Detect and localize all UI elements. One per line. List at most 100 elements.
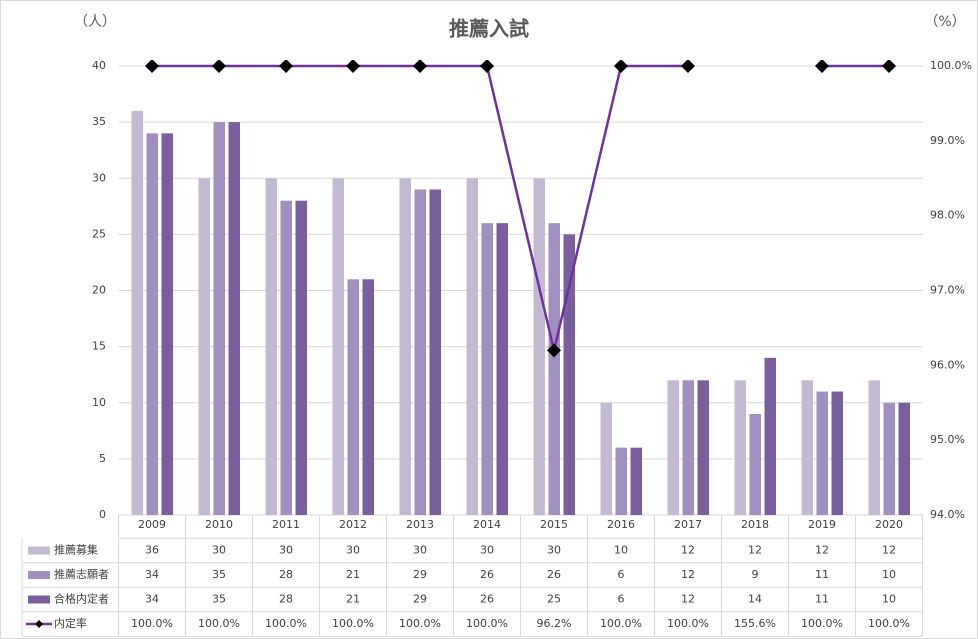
y2-tick-label: 98.0% [930, 209, 965, 222]
y-tick-label: 20 [92, 284, 106, 297]
table-cell: 11 [815, 568, 829, 581]
table-cell: 34 [145, 568, 159, 581]
table-cell: 29 [413, 593, 427, 606]
bar [749, 413, 761, 515]
table-cell: 14 [748, 593, 762, 606]
bar [213, 122, 225, 515]
table-cell: 12 [681, 568, 695, 581]
table-cell: 96.2% [537, 617, 572, 630]
chart-title: 推薦入試 [449, 17, 529, 41]
line [152, 60, 889, 351]
y-tick-label: 10 [92, 396, 106, 409]
table-cell: 34 [145, 593, 159, 606]
table-cell: 100.0% [332, 617, 374, 630]
table-cell: 100.0% [131, 617, 173, 630]
bar [481, 223, 493, 515]
legend-label: 合格内定者 [54, 592, 109, 606]
table-cell: 9 [752, 568, 759, 581]
y2-tick-label: 96.0% [930, 358, 965, 371]
table-cell: 35 [212, 593, 226, 606]
bar [533, 178, 545, 515]
legend-label: 推薦募集 [54, 543, 98, 557]
table-cell: 30 [346, 544, 360, 557]
legend-key [28, 546, 50, 555]
bar [399, 178, 411, 515]
line-marker [681, 60, 695, 73]
line-marker [413, 60, 427, 73]
bar [347, 279, 359, 515]
table-cell: 12 [748, 544, 762, 557]
legend-label: 内定率 [54, 616, 87, 630]
bar [295, 200, 307, 515]
table-cell: 25 [547, 593, 561, 606]
table-cell: 35 [212, 568, 226, 581]
y2-tick-label: 99.0% [930, 134, 965, 147]
bar [146, 133, 158, 515]
bar [816, 391, 828, 515]
table-cell: 29 [413, 568, 427, 581]
y-tick-label: 40 [92, 59, 106, 72]
x-tick-label: 2019 [808, 518, 836, 531]
table-cell: 6 [618, 593, 625, 606]
table-cell: 12 [815, 544, 829, 557]
table-cell: 100.0% [868, 617, 910, 630]
table-cell: 30 [413, 544, 427, 557]
x-tick-label: 2011 [272, 518, 300, 531]
bar [496, 223, 508, 515]
y-tick-label: 25 [92, 227, 106, 240]
bar [831, 391, 843, 515]
y-tick-label: 5 [99, 452, 106, 465]
bar [697, 380, 709, 515]
x-tick-label: 2013 [406, 518, 434, 531]
line-marker [882, 60, 896, 73]
bar [615, 447, 627, 515]
table-cell: 100.0% [399, 617, 441, 630]
table-cell: 21 [346, 568, 360, 581]
table-cell: 11 [815, 593, 829, 606]
bar [682, 380, 694, 515]
x-tick-label: 2018 [741, 518, 769, 531]
line-marker [279, 60, 293, 73]
line-marker [145, 60, 159, 73]
table-cell: 21 [346, 593, 360, 606]
bar [131, 110, 143, 516]
bar [563, 234, 575, 515]
table-cell: 26 [480, 593, 494, 606]
y2-tick-label: 97.0% [930, 284, 965, 297]
line-layer [145, 60, 896, 358]
y-tick-label: 30 [92, 171, 106, 184]
bar [466, 178, 478, 515]
x-tick-label: 2009 [138, 518, 166, 531]
line-marker [480, 60, 494, 73]
table-cell: 10 [882, 593, 896, 606]
table-cell: 10 [882, 568, 896, 581]
bar [600, 402, 612, 515]
x-tick-label: 2016 [607, 518, 635, 531]
y2-tick-label: 95.0% [930, 433, 965, 446]
y2-tick-label: 94.0% [930, 508, 965, 521]
table-cell: 30 [212, 544, 226, 557]
table-cell: 28 [279, 593, 293, 606]
table-cell: 155.6% [734, 617, 776, 630]
bar [883, 402, 895, 515]
table-cell: 100.0% [801, 617, 843, 630]
table-cell: 100.0% [667, 617, 709, 630]
x-tick-label: 2014 [473, 518, 501, 531]
table-cell: 100.0% [466, 617, 508, 630]
table-cell: 100.0% [198, 617, 240, 630]
table-cell: 28 [279, 568, 293, 581]
table-cell: 10 [614, 544, 628, 557]
bar [332, 178, 344, 515]
line-marker [212, 60, 226, 73]
line-marker [346, 60, 360, 73]
x-tick-label: 2015 [540, 518, 568, 531]
bar [667, 380, 679, 515]
table-cell: 12 [681, 593, 695, 606]
x-tick-label: 2017 [674, 518, 702, 531]
y-tick-label: 35 [92, 115, 106, 128]
table-cell: 100.0% [600, 617, 642, 630]
y2-tick-label: 100.0% [930, 59, 972, 72]
bar [414, 189, 426, 515]
line-marker [547, 343, 561, 358]
